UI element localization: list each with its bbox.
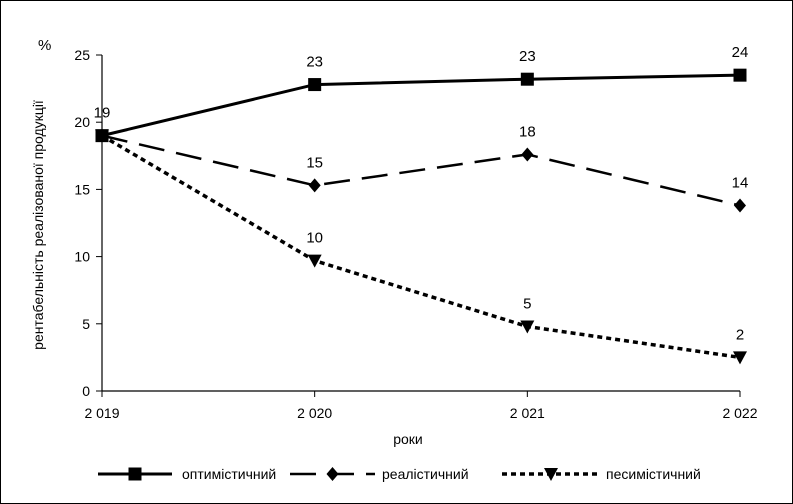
data-point-marker [520,320,535,334]
x-tick-label: 2 019 [84,405,119,421]
legend-marker [326,467,339,481]
data-point-marker [307,254,322,268]
data-label: 24 [732,44,749,61]
data-labels: 19 23 23 24 15 18 14 10 5 2 [94,44,749,343]
y-tick-label: 10 [74,249,90,265]
y-tick-label: 25 [74,47,90,63]
data-label: 23 [306,54,323,71]
y-tick-label: 0 [82,383,90,399]
legend-label: песимістичний [606,466,701,482]
data-label: 2 [736,326,744,343]
x-tick-label: 2 020 [297,405,332,421]
legend: оптимістичний реалістичний песимістичний [98,466,701,482]
data-point-marker [95,129,109,143]
legend-label: реалістичний [382,466,469,482]
series-line-1 [101,73,741,138]
x-tick-label: 2 022 [722,405,757,421]
series-line-3 [101,134,741,360]
data-point-marker [733,351,747,365]
series-lines [101,73,741,360]
x-axis-title: роки [393,431,423,447]
data-label: 18 [519,123,536,140]
data-point-marker [734,198,746,213]
y-tick-label: 20 [74,114,90,130]
data-point-marker [308,78,322,92]
data-point-marker [733,68,747,82]
y-tick-label: 15 [74,181,90,197]
data-label: 14 [732,175,749,192]
data-label: 5 [523,295,531,312]
data-label: 23 [519,48,536,65]
y-axis-title: рентабельність реалізованої продукції [30,100,46,350]
legend-label: оптимістичний [182,466,276,482]
data-point-marker [308,178,321,193]
data-label: 15 [306,154,323,171]
y-tick-label: 5 [82,316,90,332]
y-axis-unit: % [38,37,51,54]
markers [95,68,747,365]
legend-marker [544,468,558,481]
data-label: 10 [306,230,323,247]
series-line-2 [101,134,741,207]
data-point-marker [520,72,534,86]
x-tick-label: 2 021 [510,405,545,421]
legend-marker [128,467,142,481]
data-point-marker [521,147,534,162]
data-label: 19 [94,105,111,122]
